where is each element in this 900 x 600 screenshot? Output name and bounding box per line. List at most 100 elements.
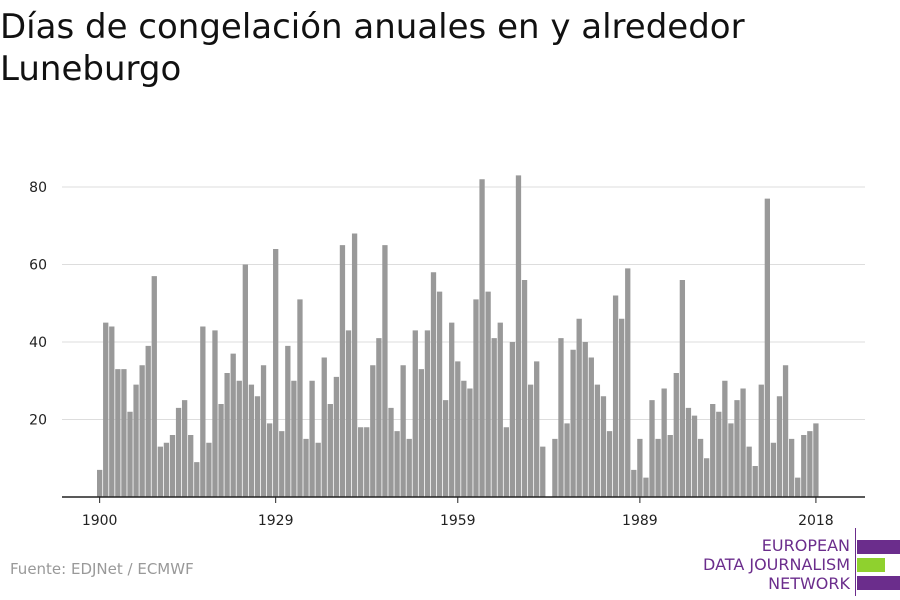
bars <box>97 175 819 498</box>
y-tick-labels: 20 40 60 80 <box>29 180 47 429</box>
bar-1994 <box>667 435 673 497</box>
bar-2012 <box>776 396 783 497</box>
bar-1975 <box>552 438 558 498</box>
bar-1964 <box>485 291 491 498</box>
logo-line-1: EUROPEAN <box>761 536 850 555</box>
bar-1979 <box>576 318 582 497</box>
logo-bar-top <box>857 540 900 554</box>
bar-1969 <box>515 175 522 498</box>
bar-1931 <box>285 345 291 498</box>
bar-1921 <box>224 373 230 497</box>
chart-title: Días de congelación anuales en y alreded… <box>0 7 745 89</box>
bar-1924 <box>242 264 248 497</box>
bar-1903 <box>115 369 121 498</box>
bar-1944 <box>364 427 370 497</box>
bar-1937 <box>321 357 327 497</box>
bar-1914 <box>181 400 188 498</box>
bar-2000 <box>704 458 710 497</box>
bar-1922 <box>230 353 236 498</box>
bar-1951 <box>406 438 412 498</box>
bar-1957 <box>442 400 449 498</box>
bar-1999 <box>697 438 704 498</box>
bar-1998 <box>691 415 698 498</box>
bar-2010 <box>764 198 770 498</box>
bar-1996 <box>679 280 686 497</box>
bar-1941 <box>345 330 352 498</box>
bar-2007 <box>746 446 752 498</box>
bar-1959 <box>455 361 461 498</box>
bar-1912 <box>169 435 176 497</box>
bar-1934 <box>303 438 309 498</box>
bar-1954 <box>424 330 431 498</box>
bar-1942 <box>351 233 358 497</box>
y-tick-label: 40 <box>29 335 47 351</box>
bar-1962 <box>473 299 479 498</box>
bar-1995 <box>673 373 679 497</box>
bar-2005 <box>734 400 740 498</box>
bar-2013 <box>782 365 789 497</box>
bar-1983 <box>600 396 607 497</box>
bar-1928 <box>266 423 273 498</box>
bar-1968 <box>509 342 516 497</box>
bar-1997 <box>685 407 692 498</box>
bar-1984 <box>606 431 613 498</box>
bar-1933 <box>297 299 303 498</box>
bar-1913 <box>175 407 182 498</box>
bar-2004 <box>728 423 734 498</box>
bar-1940 <box>339 245 346 498</box>
bar-1938 <box>327 404 333 497</box>
bar-1977 <box>564 423 570 498</box>
bar-1952 <box>412 330 418 498</box>
bar-1917 <box>200 326 206 497</box>
bar-1960 <box>461 380 467 497</box>
bar-1946 <box>376 338 382 498</box>
bar-1915 <box>188 435 194 497</box>
bar-2018 <box>813 423 819 498</box>
bar-1958 <box>449 322 455 498</box>
bar-1911 <box>163 442 170 497</box>
bar-1956 <box>436 291 443 498</box>
bar-1948 <box>388 407 394 498</box>
bar-1953 <box>418 369 425 498</box>
bar-1966 <box>497 322 503 498</box>
bar-1990 <box>643 477 649 498</box>
x-tick-label: 1900 <box>82 513 118 529</box>
bar-1967 <box>503 427 509 497</box>
bar-1980 <box>582 342 588 497</box>
bar-1910 <box>157 446 163 498</box>
y-tick-label: 80 <box>29 180 47 196</box>
bar-2016 <box>801 435 807 497</box>
bar-1989 <box>637 438 643 498</box>
logo-line-2: DATA JOURNALISM <box>703 555 850 574</box>
logo-divider <box>855 528 856 596</box>
bar-1936 <box>315 442 321 497</box>
logo-bar-bottom <box>857 576 900 590</box>
bar-1932 <box>291 380 297 497</box>
bar-1945 <box>370 365 376 497</box>
bar-2008 <box>752 466 758 497</box>
bar-1949 <box>394 431 400 498</box>
x-tick-label: 2018 <box>798 513 834 529</box>
bar-1987 <box>625 268 631 498</box>
bar-1925 <box>248 384 255 498</box>
bar-1965 <box>491 338 497 498</box>
bar-1991 <box>649 400 655 498</box>
bar-1988 <box>631 469 637 498</box>
bar-2009 <box>758 384 764 498</box>
x-tick-label: 1959 <box>440 513 476 529</box>
bar-1993 <box>661 388 667 497</box>
bar-2003 <box>722 380 728 497</box>
bar-1963 <box>479 179 485 497</box>
bar-1986 <box>619 318 625 497</box>
bar-1961 <box>467 388 473 497</box>
bar-1906 <box>133 384 139 498</box>
bar-1926 <box>254 396 261 497</box>
bar-1943 <box>358 427 364 497</box>
bar-2014 <box>788 438 795 498</box>
bar-1976 <box>558 338 564 498</box>
bar-2017 <box>807 431 813 498</box>
bar-1918 <box>206 442 212 497</box>
bar-1970 <box>521 280 528 497</box>
bar-2001 <box>710 404 716 497</box>
bar-1929 <box>273 249 279 497</box>
